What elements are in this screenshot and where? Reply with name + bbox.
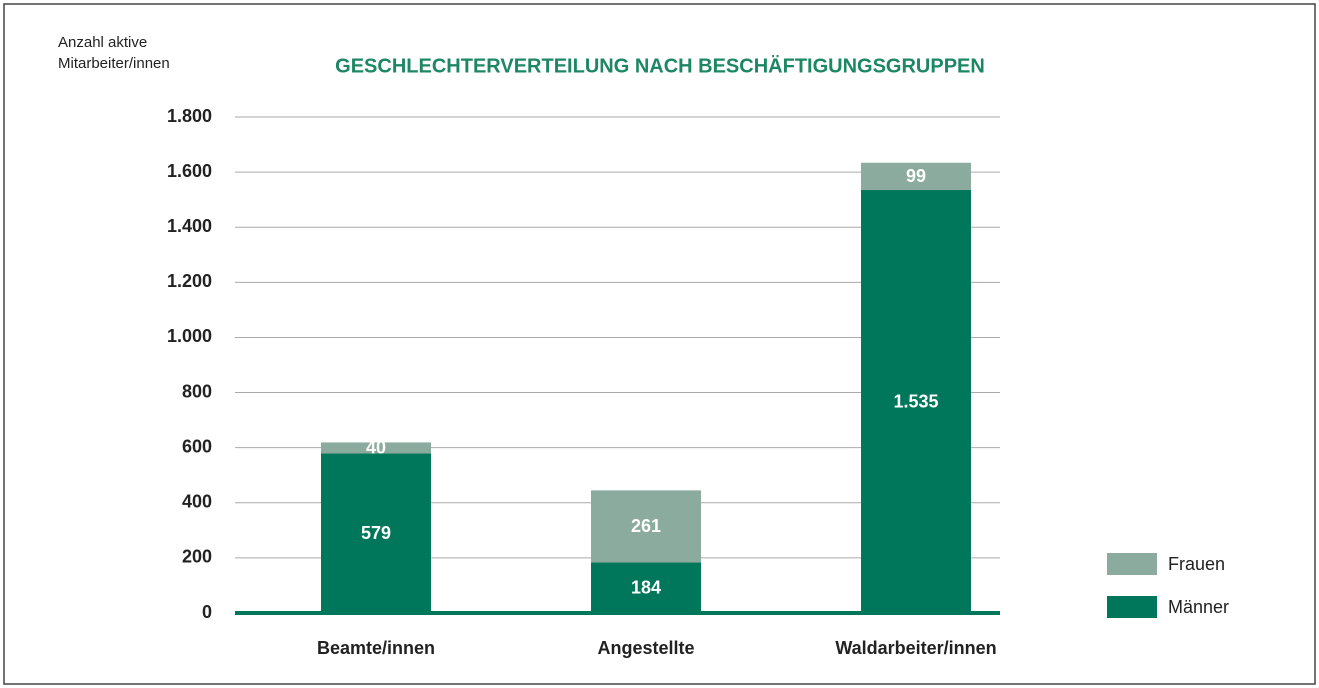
data-label: 99 <box>906 166 926 186</box>
y-tick-label: 800 <box>182 381 212 401</box>
legend-swatch <box>1107 596 1157 618</box>
x-tick-label: Beamte/innen <box>317 638 435 658</box>
bar-segment <box>861 162 971 191</box>
y-tick-label: 1.600 <box>167 161 212 181</box>
frame <box>3 3 1316 685</box>
data-label: 261 <box>631 516 661 536</box>
y-tick-label: 1.200 <box>167 271 212 291</box>
bar-segment <box>861 190 971 613</box>
x-tick-label: Angestellte <box>597 638 694 658</box>
bar-segment <box>321 442 431 454</box>
y-tick-label: 1.400 <box>167 216 212 236</box>
bar-segment <box>591 562 701 613</box>
y-tick-label: 400 <box>182 492 212 512</box>
legend-swatch <box>1107 553 1157 575</box>
y-tick-label: 1.000 <box>167 326 212 346</box>
y-tick-label: 1.800 <box>167 106 212 126</box>
bar-segment <box>591 490 701 563</box>
legend-label: Männer <box>1168 597 1229 617</box>
data-label: 184 <box>631 577 661 597</box>
legend-label: Frauen <box>1168 554 1225 574</box>
y-tick-label: 200 <box>182 547 212 567</box>
y-tick-label: 0 <box>202 602 212 622</box>
x-tick-label: Waldarbeiter/innen <box>835 638 996 658</box>
y-tick-label: 600 <box>182 436 212 456</box>
data-label: 40 <box>366 438 386 458</box>
data-label: 1.535 <box>893 391 938 411</box>
bar-segment <box>321 453 431 613</box>
data-label: 579 <box>361 523 391 543</box>
y-axis-label: Anzahl aktive Mitarbeiter/innen <box>58 34 170 72</box>
chart-title: GESCHLECHTERVERTEILUNG NACH BESCHÄFTIGUN… <box>335 54 985 77</box>
